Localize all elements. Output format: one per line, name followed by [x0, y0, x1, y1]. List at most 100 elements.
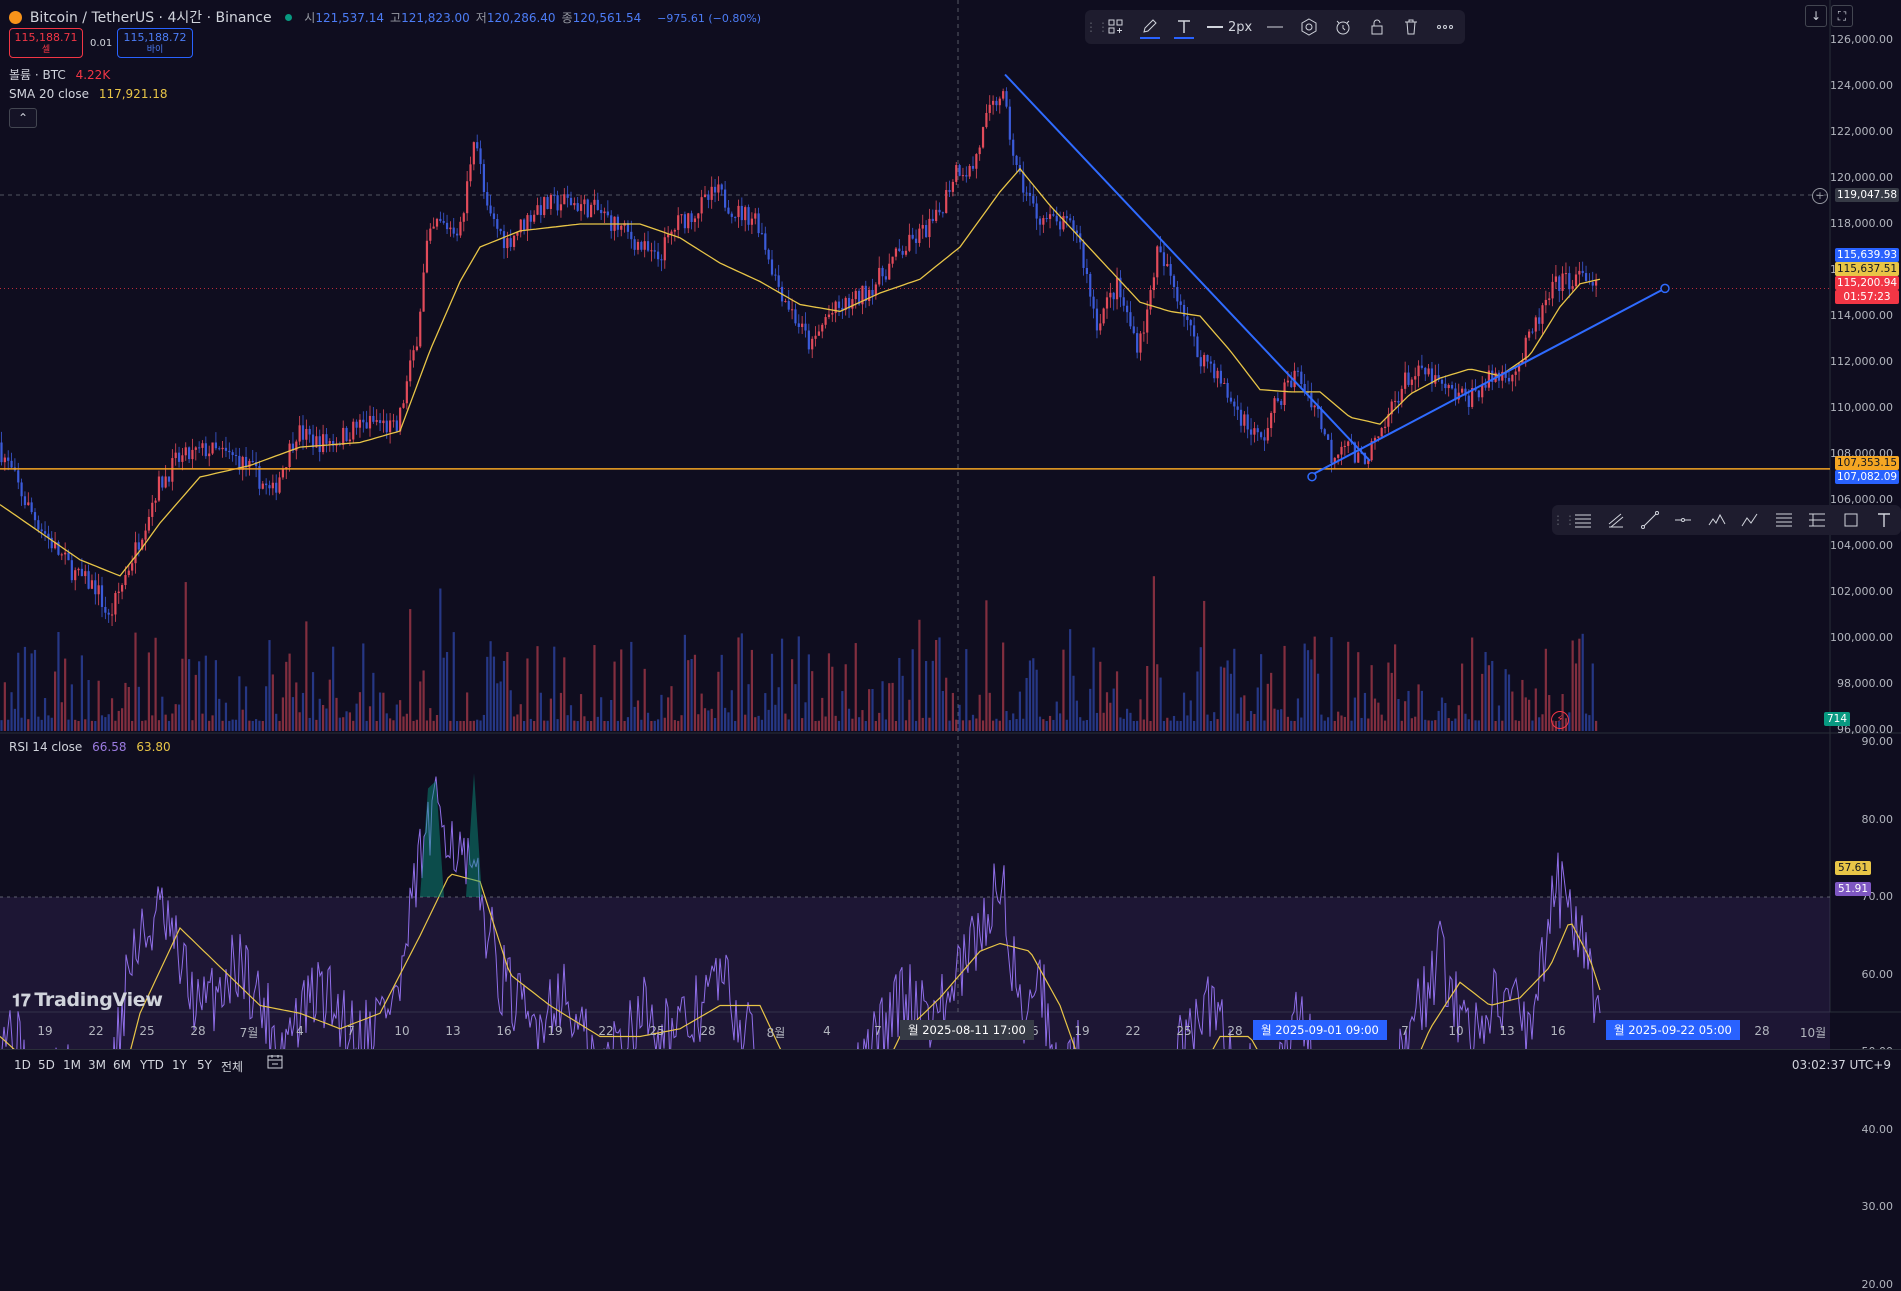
candle-body: [1582, 271, 1584, 273]
volume-bar: [1592, 663, 1594, 731]
range-button-전체[interactable]: 전체: [221, 1058, 243, 1075]
gann-icon[interactable]: [1801, 505, 1835, 535]
volume-bar: [965, 649, 967, 731]
fib-icon[interactable]: [1767, 505, 1801, 535]
volume-bar: [433, 721, 435, 731]
candle-body: [912, 235, 914, 239]
sma-legend[interactable]: SMA 20 close 117,921.18: [9, 87, 168, 101]
buy-button[interactable]: 115,188.72 바이: [117, 28, 193, 58]
pencil-color-icon[interactable]: [1133, 12, 1167, 42]
line-style-icon[interactable]: [1258, 12, 1292, 42]
volume-bar: [57, 632, 59, 731]
candle-body: [895, 249, 897, 257]
candle-body: [959, 165, 961, 176]
symbol-legend[interactable]: Bitcoin / TetherUS · 4시간 · Binance 시121,…: [9, 7, 761, 27]
download-icon: ↓: [1811, 9, 1821, 23]
candle-body: [128, 571, 130, 575]
range-button-1D[interactable]: 1D: [14, 1058, 31, 1072]
grip-icon[interactable]: ⋮⋮: [1552, 513, 1566, 527]
range-button-3M[interactable]: 3M: [88, 1058, 106, 1072]
range-button-1M[interactable]: 1M: [63, 1058, 81, 1072]
volume-label: 볼륨 · BTC: [9, 68, 66, 82]
volume-bar: [1005, 711, 1007, 731]
more-icon[interactable]: [1428, 12, 1462, 42]
candle-body: [888, 264, 890, 280]
drawing-toolbar[interactable]: ⋮⋮ 2px: [1085, 10, 1465, 44]
grip-icon[interactable]: ⋮⋮: [1085, 20, 1099, 34]
candle-body: [1535, 317, 1537, 331]
rsi-legend[interactable]: RSI 14 close 66.58 63.80: [9, 740, 171, 754]
volume-bar: [905, 720, 907, 731]
object-tree-icon[interactable]: [1099, 12, 1133, 42]
volume-bar: [1213, 712, 1215, 731]
volume-bar: [305, 621, 307, 731]
collapse-legend-button[interactable]: ⌃: [9, 108, 37, 128]
sell-button[interactable]: 115,188.71 셀: [9, 28, 83, 58]
add-alert-icon[interactable]: +: [1812, 188, 1828, 204]
candle-body: [101, 585, 103, 607]
volume-bar: [473, 721, 475, 731]
lock-icon[interactable]: [1360, 12, 1394, 42]
volume-bar: [768, 710, 770, 731]
range-button-6M[interactable]: 6M: [113, 1058, 131, 1072]
volume-bar: [91, 721, 93, 731]
chart-canvas[interactable]: [0, 0, 1901, 1080]
alert-icon[interactable]: [1326, 12, 1360, 42]
text-color-icon[interactable]: [1167, 12, 1201, 42]
volume-bar: [1119, 717, 1121, 731]
candle-body: [771, 259, 773, 274]
channel-icon[interactable]: [1600, 505, 1634, 535]
volume-bar: [925, 661, 927, 731]
trash-icon[interactable]: [1394, 12, 1428, 42]
pattern-icon[interactable]: [1700, 505, 1734, 535]
candle-body: [1444, 384, 1446, 388]
download-button[interactable]: ↓: [1805, 5, 1827, 27]
range-button-YTD[interactable]: YTD: [140, 1058, 164, 1072]
pitchfork-icon[interactable]: [1566, 505, 1600, 535]
candle-body: [74, 570, 76, 580]
candle-body: [965, 175, 967, 176]
volume-bar: [942, 691, 944, 731]
candle-body: [1541, 305, 1543, 324]
clock-timezone[interactable]: 03:02:37 UTC+9: [1792, 1058, 1891, 1072]
line-width-button[interactable]: 2px: [1201, 20, 1258, 35]
volume-bar: [912, 649, 914, 731]
text-icon[interactable]: [1868, 505, 1901, 535]
candle-body: [637, 242, 639, 250]
calendar-range-icon[interactable]: [266, 1053, 284, 1071]
volume-bar: [791, 659, 793, 731]
volume-bar: [1424, 720, 1426, 731]
candle-body: [278, 477, 280, 492]
lightning-icon[interactable]: ⚡: [1551, 711, 1569, 729]
time-axis-label: 4: [296, 1024, 304, 1038]
volume-bar: [741, 633, 743, 731]
range-button-5Y[interactable]: 5Y: [197, 1058, 212, 1072]
drawing-tools-bar[interactable]: ⋮⋮: [1552, 505, 1901, 535]
volume-bar: [1300, 718, 1302, 731]
volume-bar: [362, 643, 364, 731]
rectangle-icon[interactable]: [1834, 505, 1868, 535]
volume-bar: [124, 683, 126, 731]
symbol-title[interactable]: Bitcoin / TetherUS · 4시간 · Binance: [30, 10, 272, 26]
settings-icon[interactable]: [1292, 12, 1326, 42]
range-button-1Y[interactable]: 1Y: [172, 1058, 187, 1072]
candle-body: [1397, 401, 1399, 403]
candle-body: [811, 339, 813, 350]
volume-legend[interactable]: 볼륨 · BTC 4.22K: [9, 66, 110, 83]
candle-body: [583, 200, 585, 205]
candle-body: [446, 223, 448, 229]
candle-body: [1287, 381, 1289, 383]
abcd-icon[interactable]: [1734, 505, 1768, 535]
time-axis-label: 25: [1176, 1024, 1191, 1038]
volume-bar: [1344, 717, 1346, 731]
volume-bar: [520, 704, 522, 731]
candle-body: [382, 421, 384, 423]
candle-body: [778, 275, 780, 287]
candle-body: [563, 194, 565, 204]
range-button-5D[interactable]: 5D: [38, 1058, 55, 1072]
trend-line-icon[interactable]: [1633, 505, 1667, 535]
time-axis-label: 19: [547, 1024, 562, 1038]
fullscreen-button[interactable]: ⛶: [1831, 5, 1853, 27]
horizontal-ray-icon[interactable]: [1667, 505, 1701, 535]
